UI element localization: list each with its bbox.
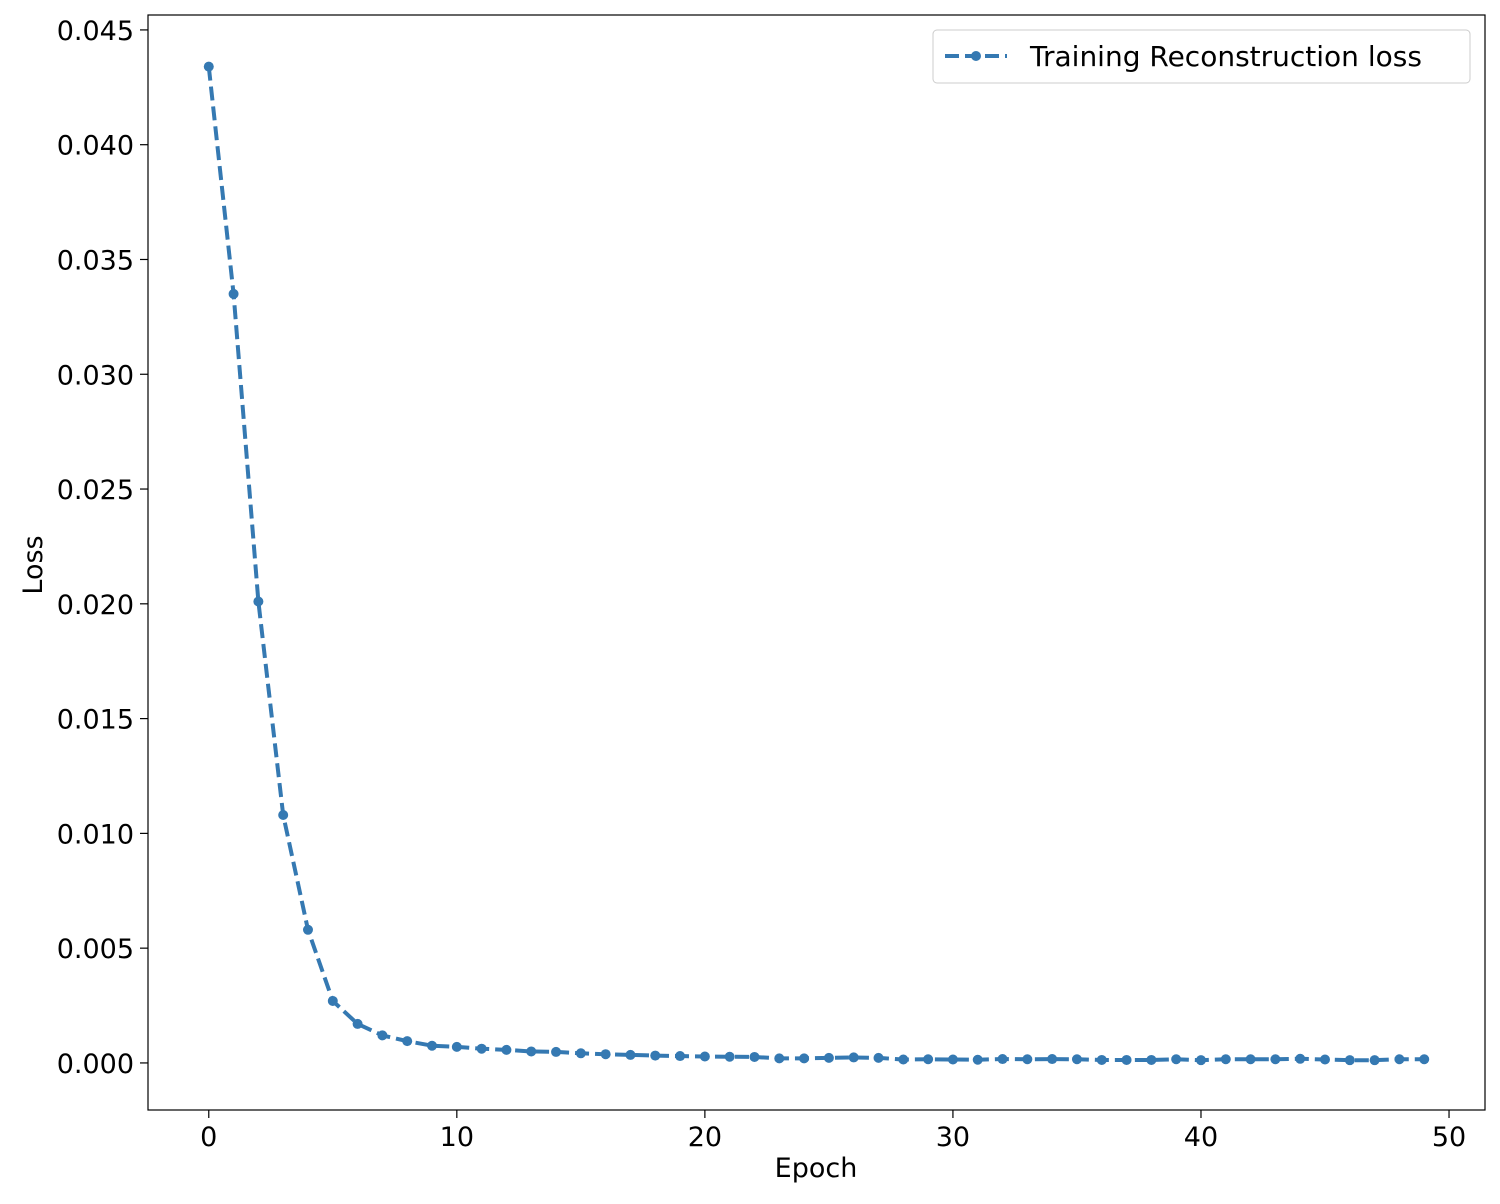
data-point — [997, 1054, 1008, 1065]
legend-marker-swatch — [971, 51, 981, 61]
y-axis-ticks: 0.000 0.005 0.010 0.015 0.020 0.025 0.030 0.035… — [57, 16, 148, 1080]
data-point — [1220, 1054, 1231, 1065]
data-point — [1245, 1054, 1256, 1065]
data-point — [625, 1049, 636, 1060]
data-point — [799, 1053, 810, 1064]
x-tick-label: 30 — [936, 1122, 970, 1153]
data-point — [1071, 1054, 1082, 1065]
data-point — [551, 1046, 562, 1057]
data-point — [203, 61, 214, 72]
x-tick-label: 40 — [1184, 1122, 1218, 1153]
data-point — [575, 1048, 586, 1059]
data-point — [253, 596, 264, 607]
data-point — [873, 1052, 884, 1063]
data-point — [1419, 1054, 1430, 1065]
x-axis-label: Epoch — [775, 1153, 858, 1184]
y-tick-label: 0.015 — [57, 705, 134, 736]
data-point — [1195, 1055, 1206, 1066]
data-point — [377, 1030, 388, 1041]
y-axis-label: Loss — [18, 535, 49, 594]
data-point — [1295, 1053, 1306, 1064]
data-point — [451, 1041, 462, 1052]
y-tick-label: 0.005 — [57, 934, 134, 965]
series-layer — [203, 61, 1430, 1066]
x-axis-ticks: 0 10 20 30 40 50 — [200, 1110, 1466, 1153]
data-point — [1022, 1054, 1033, 1065]
data-point — [1047, 1054, 1058, 1065]
legend-label: Training Reconstruction loss — [1029, 40, 1422, 73]
plot-background — [148, 15, 1485, 1110]
x-tick-label: 50 — [1432, 1122, 1466, 1153]
y-tick-label: 0.025 — [57, 475, 134, 506]
data-point — [278, 810, 289, 821]
data-point — [749, 1051, 760, 1062]
data-point — [1146, 1054, 1157, 1065]
data-point — [848, 1052, 859, 1063]
data-point — [947, 1054, 958, 1065]
data-point — [923, 1054, 934, 1065]
data-point — [600, 1049, 611, 1060]
data-point — [1369, 1055, 1380, 1066]
data-point — [1171, 1054, 1182, 1065]
data-point — [898, 1054, 909, 1065]
data-point — [972, 1054, 983, 1065]
data-point — [327, 995, 338, 1006]
data-point — [302, 924, 313, 935]
y-tick-label: 0.045 — [57, 16, 134, 47]
data-point — [1121, 1054, 1132, 1065]
data-point — [1394, 1054, 1405, 1065]
x-tick-label: 0 — [200, 1122, 217, 1153]
data-point — [228, 288, 239, 299]
data-point — [675, 1051, 686, 1062]
y-tick-label: 0.020 — [57, 590, 134, 621]
y-tick-label: 0.035 — [57, 245, 134, 276]
data-point — [1096, 1054, 1107, 1065]
data-point — [526, 1046, 537, 1057]
x-tick-label: 10 — [440, 1122, 474, 1153]
data-point — [1270, 1054, 1281, 1065]
data-point — [724, 1051, 735, 1062]
data-point — [402, 1036, 413, 1047]
data-point — [476, 1043, 487, 1054]
data-point — [699, 1051, 710, 1062]
legend: Training Reconstruction loss — [932, 29, 1471, 84]
y-tick-label: 0.010 — [57, 819, 134, 850]
y-tick-label: 0.000 — [57, 1049, 134, 1080]
data-point — [1320, 1054, 1331, 1065]
data-point — [352, 1018, 363, 1029]
x-tick-label: 20 — [688, 1122, 722, 1153]
data-point — [1344, 1055, 1355, 1066]
data-point — [774, 1053, 785, 1064]
plot-frame — [147, 14, 1486, 1111]
data-point — [650, 1050, 661, 1061]
y-tick-label: 0.030 — [57, 360, 134, 391]
data-point — [823, 1052, 834, 1063]
y-tick-label: 0.040 — [57, 131, 134, 162]
data-point — [501, 1044, 512, 1055]
data-point — [427, 1040, 438, 1051]
legend-box — [932, 29, 1471, 84]
